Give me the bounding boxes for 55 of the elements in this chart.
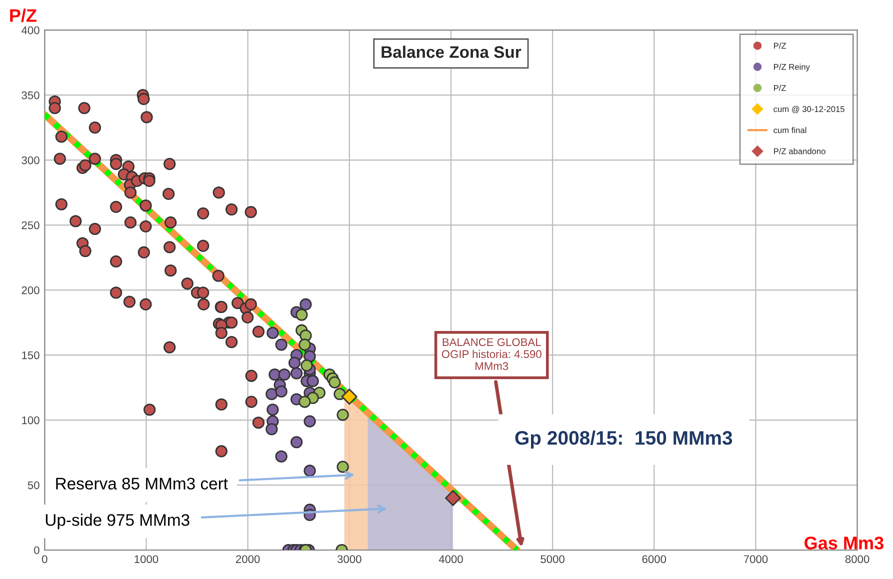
annotation: Up-side 975 MMm3 <box>46 514 190 530</box>
point <box>328 376 341 388</box>
point <box>341 388 358 405</box>
point <box>306 374 319 388</box>
point <box>296 308 308 321</box>
point <box>300 298 312 310</box>
x-tick-label: 4000 <box>438 555 463 564</box>
y-tick-label: 250 <box>22 221 40 230</box>
point <box>298 338 311 351</box>
y-tick-label: 100 <box>22 416 40 424</box>
annotation: Gp 2008/15: 150 MMm3 <box>515 430 732 449</box>
point <box>445 490 461 506</box>
point <box>304 415 316 428</box>
x-tick-label: 5000 <box>540 555 564 564</box>
y-tick-label: 400 <box>22 26 40 34</box>
legend-label: P/Z <box>774 42 786 49</box>
point <box>336 460 349 473</box>
legend-label: cum @ 30-12-2015 <box>774 106 844 114</box>
point <box>275 385 288 398</box>
y-tick-label: 150 <box>22 351 40 360</box>
legend-label: cum final <box>774 127 806 134</box>
legend-label: P/Z Reiny <box>774 64 810 72</box>
x-tick-label: 8000 <box>845 555 870 564</box>
y-axis-title: P/Z <box>10 8 36 22</box>
point <box>290 436 303 448</box>
point <box>304 464 316 477</box>
legend-label: P/Z abandono <box>774 148 826 154</box>
point <box>266 388 278 400</box>
point <box>266 404 279 416</box>
annotation: Reserva 85 MMm3 cert <box>56 478 228 490</box>
x-tick-label: 6000 <box>642 555 666 564</box>
legend-label: P/Z <box>774 84 786 91</box>
point <box>275 450 288 463</box>
point <box>290 367 303 380</box>
x-tick-label: 1000 <box>134 555 158 564</box>
point <box>266 423 278 436</box>
annotation: BALANCE GLOBAL OGIP historia: 4.590 MMm3 <box>442 338 542 370</box>
y-tick-label: 0 <box>34 546 40 554</box>
point <box>300 359 313 372</box>
y-tick-label: 300 <box>22 156 40 164</box>
text: Balance Zona Sur <box>382 46 522 58</box>
x-tick-label: 7000 <box>744 555 768 564</box>
x-tick-label: 2000 <box>236 555 260 564</box>
point <box>288 356 301 369</box>
point <box>278 368 290 381</box>
y-tick-label: 50 <box>28 481 40 490</box>
point <box>298 396 311 408</box>
point <box>266 326 279 340</box>
y-tick-label: 200 <box>22 286 40 294</box>
point <box>275 338 288 351</box>
y-tick-label: 350 <box>22 91 40 100</box>
x-tick-label: 0 <box>42 555 48 564</box>
point <box>336 408 349 421</box>
x-axis-title: Gas Mm3 <box>804 536 884 550</box>
x-tick-label: 3000 <box>337 555 362 564</box>
